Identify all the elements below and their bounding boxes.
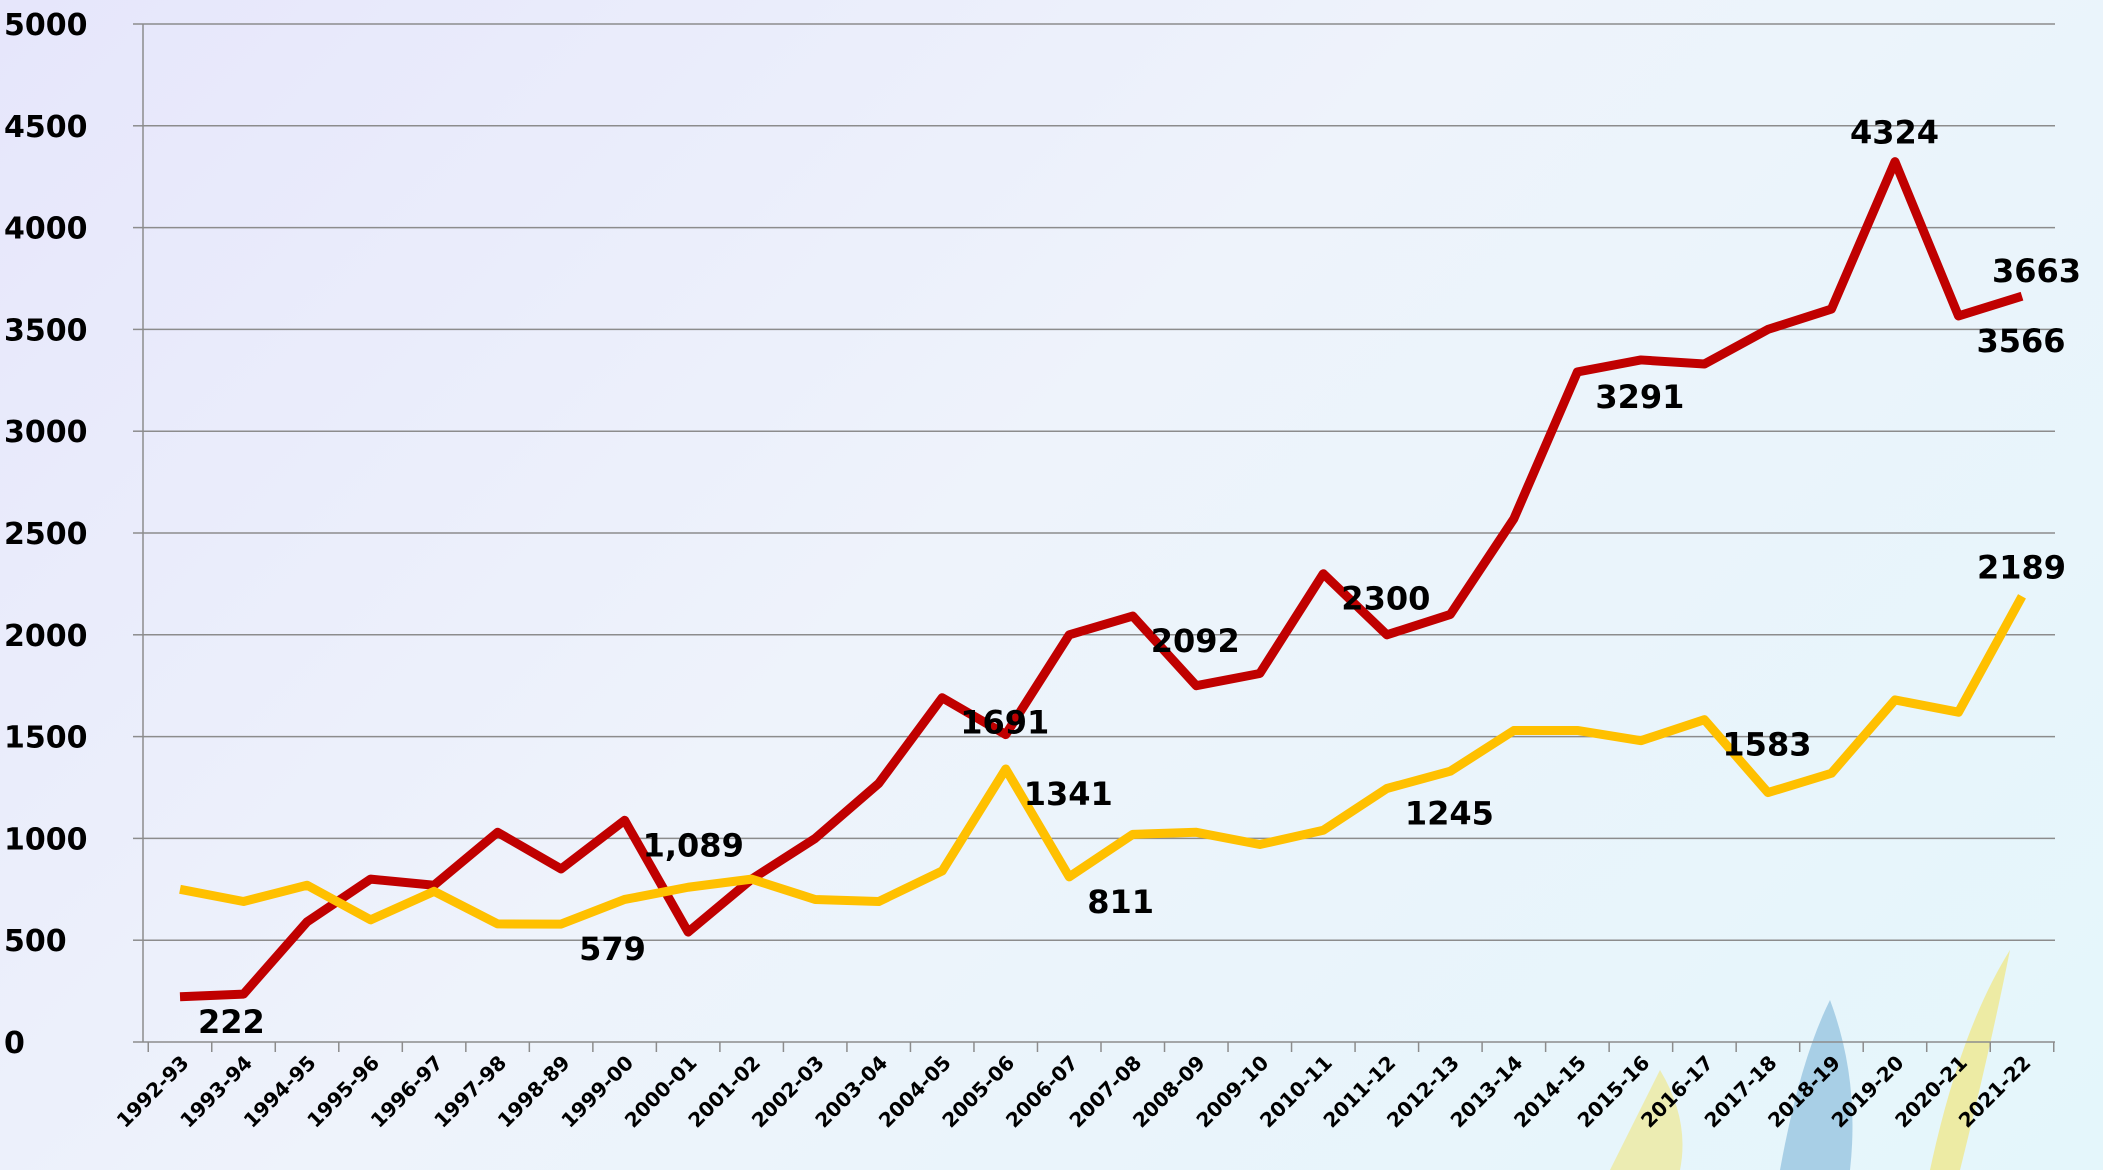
y-tick-label: 1500 bbox=[4, 721, 88, 756]
y-tick-label: 3500 bbox=[4, 313, 88, 348]
y-tick-label: 4000 bbox=[4, 212, 88, 247]
data-label: 2189 bbox=[1977, 548, 2066, 586]
y-tick-label: 1000 bbox=[4, 822, 88, 857]
data-label: 3566 bbox=[1976, 322, 2065, 360]
data-label: 222 bbox=[198, 1003, 265, 1041]
data-label: 2300 bbox=[1341, 580, 1430, 618]
data-label: 1245 bbox=[1405, 795, 1494, 833]
data-label: 1341 bbox=[1024, 775, 1113, 813]
decoration bbox=[1930, 950, 2010, 1170]
data-label: 3663 bbox=[1992, 252, 2081, 290]
y-tick-label: 5000 bbox=[4, 8, 88, 43]
data-label: 811 bbox=[1087, 883, 1154, 921]
data-label: 2092 bbox=[1151, 622, 1240, 660]
y-tick-label: 3000 bbox=[4, 415, 88, 450]
data-label: 4324 bbox=[1850, 114, 1939, 152]
y-tick-label: 500 bbox=[4, 924, 67, 959]
y-tick-label: 2500 bbox=[4, 517, 88, 552]
y-tick-label: 2000 bbox=[4, 619, 88, 654]
chart: 0 500 1000 1500 2000 2500 3000 3500 4000 4500 5000… bbox=[0, 0, 2103, 1170]
y-tick-label: 0 bbox=[4, 1026, 25, 1061]
data-label: 579 bbox=[579, 930, 646, 968]
y-tick-label: 4500 bbox=[4, 110, 88, 145]
data-label: 1,089 bbox=[643, 826, 744, 864]
page: 0 500 1000 1500 2000 2500 3000 3500 4000 4500 5000… bbox=[0, 0, 2103, 1170]
data-label: 1691 bbox=[960, 704, 1049, 742]
data-label: 1583 bbox=[1722, 726, 1811, 764]
line-series bbox=[180, 162, 2022, 997]
data-label: 3291 bbox=[1595, 378, 1684, 416]
